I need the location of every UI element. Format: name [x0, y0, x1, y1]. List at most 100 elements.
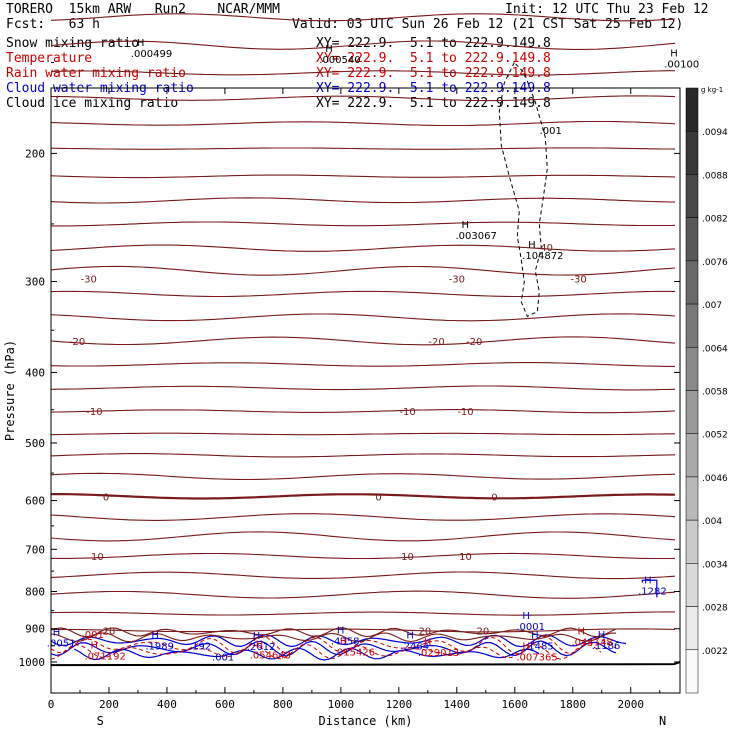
colorbar-label: .0064	[702, 344, 728, 354]
colorbar-segment	[685, 303, 699, 348]
colorbar-segment	[685, 433, 699, 478]
temperature-contour	[50, 531, 676, 542]
max-label: .003067	[456, 231, 497, 242]
max-marker-h: H	[253, 631, 261, 642]
x-axis-label: Distance (km)	[319, 714, 413, 728]
temperature-contour	[51, 221, 676, 227]
colorbar-label: .0076	[702, 258, 728, 268]
colorbar-label: .0046	[702, 474, 728, 484]
temperature-contour	[50, 453, 676, 458]
temperature-label: 0	[491, 492, 497, 503]
max-marker-h: H	[137, 38, 145, 49]
temperature-label: 0	[103, 492, 109, 503]
plot-frame	[50, 87, 681, 694]
temperature-label: 20	[103, 626, 116, 637]
init-time: Init: 12 UTC Thu 23 Feb 12	[505, 2, 709, 17]
y-tick-label: 600	[25, 495, 45, 508]
temperature-contour	[50, 385, 676, 391]
x-tick-label: 1600	[502, 698, 529, 711]
max-label: .2612	[247, 642, 276, 653]
max-label: .054643	[250, 651, 291, 662]
max-label: .007365	[516, 653, 557, 664]
y-tick-label: 700	[25, 543, 45, 556]
max-marker-h: H	[644, 576, 652, 587]
max-marker-h: H	[522, 611, 530, 622]
y-tick-label: 1000	[19, 656, 46, 669]
surface-line	[50, 661, 681, 667]
temperature-label: -10	[86, 407, 102, 418]
temperature-label: 0	[375, 492, 381, 503]
max-label: .2464	[400, 641, 429, 652]
y-tick-label: 300	[25, 276, 45, 289]
y-tick-label: 200	[25, 147, 45, 160]
y-tick-label: 500	[25, 437, 45, 450]
temperature-contour	[50, 120, 676, 127]
colorbar-segment	[685, 606, 699, 651]
rain-contour	[50, 643, 602, 660]
max-label: .001	[82, 630, 104, 641]
max-label: .029013	[418, 648, 459, 659]
max-marker-h: H	[325, 44, 333, 55]
colorbar-segment	[685, 390, 699, 434]
temperature-contour	[50, 611, 675, 616]
max-label: .0001	[516, 622, 545, 633]
temperature-contour	[50, 409, 676, 414]
max-label: .001	[212, 653, 234, 664]
colorbar-label: .0082	[702, 215, 728, 225]
temperature-contour	[50, 290, 675, 298]
max-marker-h: H	[598, 630, 606, 641]
temperature-label: -20	[428, 337, 444, 348]
temperature-contour	[50, 265, 676, 276]
max-marker-h: H	[53, 627, 61, 638]
y-tick-label: 800	[25, 585, 45, 598]
cloud-water-contour	[50, 634, 627, 648]
max-marker-h: H	[151, 630, 159, 641]
temperature-contour	[50, 571, 676, 580]
colorbar-label: .0034	[702, 560, 728, 570]
temperature-label: 10	[91, 552, 104, 563]
max-label: .1186	[592, 641, 621, 652]
temperature-label: 10	[401, 552, 414, 563]
temperature-contour	[50, 632, 617, 643]
max-marker-h: H	[462, 220, 470, 231]
temperature-label: -20	[69, 337, 85, 348]
colorbar-segment	[685, 476, 699, 521]
cloud-water-contour	[641, 579, 658, 598]
temperature-contour	[51, 552, 676, 560]
colorbar-label: .0022	[702, 647, 728, 657]
colorbar-segment	[685, 217, 699, 262]
max-label: .015426	[334, 648, 375, 659]
contour-layer	[50, 13, 681, 667]
colorbar-segment	[685, 649, 699, 694]
colorbar-label: .0058	[702, 388, 728, 398]
temperature-contour	[50, 362, 675, 367]
temperature-contour	[50, 472, 676, 481]
temperature-contour	[51, 95, 676, 102]
colorbar-segment	[685, 519, 699, 564]
x-tick-label: 400	[157, 698, 177, 711]
colorbar-label: .004	[702, 517, 722, 527]
max-label: .1485	[525, 641, 554, 652]
y-tick-label: 400	[25, 366, 45, 379]
temperature-contour	[50, 336, 676, 346]
temperature-contour	[50, 432, 675, 436]
temperature-label: 10	[459, 552, 472, 563]
temperature-contour	[51, 493, 676, 500]
y-axis-label: Pressure (hPa)	[3, 340, 17, 441]
colorbar-segment	[685, 174, 699, 218]
x-tick-label: 800	[273, 698, 293, 711]
x-tick-label: 0	[48, 698, 55, 711]
max-marker-h: H	[90, 641, 98, 652]
colorbar-segment	[685, 130, 699, 175]
x-tick-label: 600	[215, 698, 235, 711]
x-tick-label: 1400	[444, 698, 471, 711]
field-name-temperature: Temperature	[6, 51, 93, 66]
max-marker-h: H	[337, 626, 345, 637]
max-label: .044148	[571, 637, 612, 648]
cloud-water-contour	[73, 647, 540, 661]
max-label: .071192	[84, 652, 125, 663]
colorbar-label: .0052	[702, 431, 728, 441]
max-label: .000499	[131, 49, 172, 60]
temperature-label: 20	[477, 626, 490, 637]
temperature-label: -30	[81, 274, 97, 285]
